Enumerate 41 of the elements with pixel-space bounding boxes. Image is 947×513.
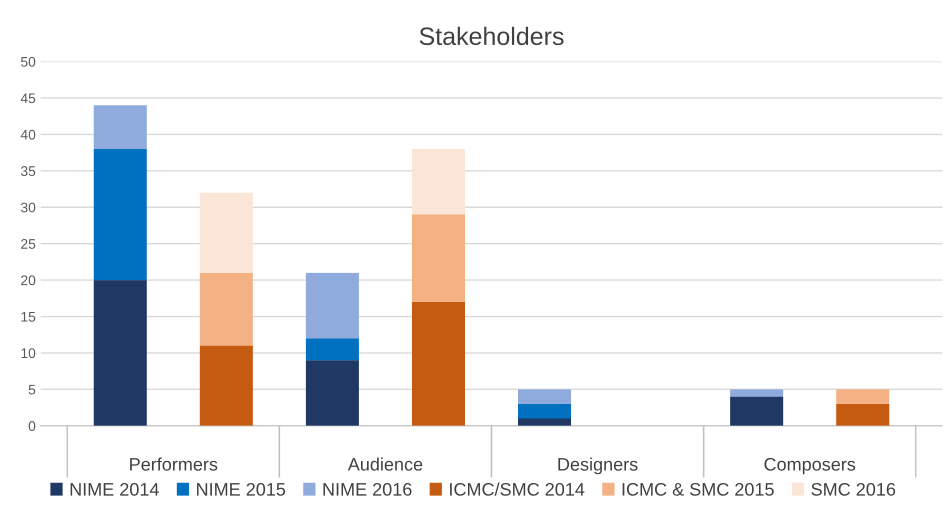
bar — [94, 148, 147, 280]
legend-label: SMC 2016 — [811, 482, 896, 496]
bar — [200, 192, 253, 273]
y-tick-label: 45 — [20, 93, 36, 104]
bar — [200, 346, 253, 426]
y-tick-label: 50 — [20, 56, 36, 67]
y-tick-label: 30 — [20, 202, 36, 212]
legend-label: ICMC/SMC 2014 — [450, 482, 584, 496]
y-tick-label: 0 — [28, 421, 36, 431]
chart-title: Stakeholders — [420, 26, 564, 46]
legend-label: NIME 2015 — [197, 482, 286, 496]
y-tick-label: 15 — [21, 312, 36, 322]
bar — [412, 302, 465, 426]
bar — [836, 389, 890, 404]
bar — [836, 404, 890, 426]
y-tick-label: 10 — [21, 348, 36, 358]
bar — [518, 404, 572, 419]
x-tick-label: Performers — [130, 457, 218, 471]
bar — [518, 389, 572, 404]
bar — [518, 418, 572, 426]
legend-label: NIME 2016 — [323, 482, 412, 496]
x-tick-label: Composers — [764, 458, 856, 474]
bar — [412, 214, 465, 302]
bar — [412, 148, 465, 215]
legend-label: NIME 2014 — [70, 482, 159, 496]
x-tick-label: Designers — [558, 457, 638, 474]
bar — [94, 280, 147, 426]
bar — [306, 360, 359, 426]
x-tick-label: Audience — [348, 457, 422, 471]
y-tick-label: 20 — [21, 275, 36, 286]
y-tick-label: 35 — [20, 166, 36, 176]
bar — [200, 272, 253, 346]
bar — [730, 396, 784, 426]
y-tick-label: 40 — [20, 130, 36, 140]
legend-label: ICMC & SMC 2015 — [622, 482, 774, 496]
bar — [94, 105, 147, 149]
bar — [306, 272, 359, 338]
y-tick-label: 5 — [28, 384, 36, 395]
bar — [306, 338, 359, 360]
bar — [730, 389, 784, 397]
y-tick-label: 25 — [21, 239, 36, 249]
